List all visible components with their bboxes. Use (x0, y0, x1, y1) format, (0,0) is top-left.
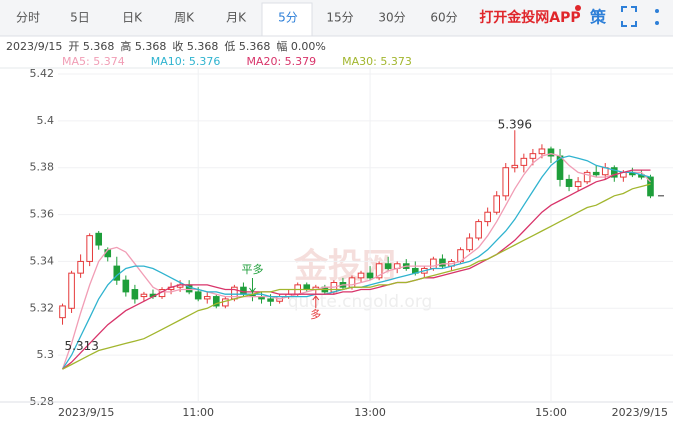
toolbar-bg (0, 0, 673, 36)
tab[interactable]: 5分 (278, 11, 298, 25)
candle-body (484, 211, 491, 223)
max-label: 5.396 (498, 118, 532, 132)
ma-line (61, 153, 651, 370)
tab[interactable]: 周K (174, 11, 195, 25)
candle-body (538, 148, 546, 155)
ma-line (62, 169, 651, 370)
y-tick-label: 5.32 (30, 301, 55, 314)
x-tick-label: 11:00 (182, 406, 214, 419)
candle-body (439, 258, 446, 267)
tab[interactable]: 30分 (378, 11, 405, 25)
info-item: 幅 0.00% (276, 40, 325, 53)
candle-body (68, 272, 75, 309)
y-tick-label: 5.38 (30, 161, 55, 174)
tab[interactable]: 15分 (326, 11, 353, 25)
candle-body (475, 221, 482, 239)
x-tick-label: 2023/9/15 (612, 406, 668, 419)
annotation-arrow (249, 278, 256, 293)
tab[interactable]: 分时 (16, 11, 40, 25)
tab[interactable]: 60分 (430, 11, 457, 25)
x-tick-label: 15:00 (535, 406, 567, 419)
min-label: 5.313 (65, 339, 99, 353)
y-tick-label: 5.3 (37, 348, 55, 361)
notify-dot (575, 5, 581, 11)
candle-body (529, 153, 537, 159)
info-item: 2023/9/15 (6, 40, 62, 53)
candle-body (86, 235, 93, 262)
candle-body (95, 232, 103, 246)
candle-body (384, 263, 392, 269)
candle-body (212, 296, 220, 307)
candle-body (493, 195, 501, 213)
info-item: 收 5.368 (172, 39, 218, 53)
candle-body (122, 279, 130, 293)
candle-body (610, 167, 618, 178)
candle-body (547, 148, 555, 157)
more-icon[interactable] (655, 9, 659, 25)
legend-entry: MA20: 5.379 (246, 55, 316, 68)
tab[interactable]: 5日 (70, 11, 90, 25)
candle-body (77, 260, 84, 274)
candle-body (430, 258, 437, 269)
candle-body (574, 181, 582, 187)
candle-body (131, 289, 139, 300)
fullscreen-icon[interactable] (621, 6, 637, 27)
candle-body (511, 164, 519, 169)
info-item: 开 5.368 (68, 40, 114, 53)
candle-body (303, 284, 311, 291)
annotation-arrow (312, 295, 320, 308)
ma-line (62, 183, 651, 370)
annotation: 平多 (241, 262, 263, 276)
candle-body (140, 293, 148, 298)
candle-body (366, 272, 374, 279)
candle-body (194, 291, 202, 300)
candle-body (59, 305, 66, 319)
y-tick-label: 5.34 (30, 254, 55, 267)
y-tick-label: 5.4 (37, 114, 55, 127)
info-item: 低 5.368 (224, 40, 270, 53)
strategy-icon[interactable]: 策 (589, 8, 607, 27)
candle-body (267, 298, 274, 302)
candle-body (592, 171, 600, 176)
legend-entry: MA5: 5.374 (62, 55, 125, 68)
y-tick-label: 5.36 (30, 208, 55, 221)
tab[interactable]: 月K (226, 11, 247, 25)
x-tick-label: 13:00 (354, 406, 386, 419)
app-link[interactable]: 打开金投网APP (479, 9, 580, 26)
info-item: 高 5.368 (120, 39, 166, 53)
candle-body (583, 171, 591, 183)
y-tick-label: 5.42 (30, 67, 55, 80)
candle-body (357, 272, 365, 279)
active-tab-bg (261, 2, 313, 37)
candle-body (502, 167, 510, 197)
candle-body (565, 178, 573, 187)
watermark: quote.cngold.org (288, 292, 433, 312)
candle-body (375, 263, 383, 279)
x-tick-label: 2023/9/15 (58, 406, 114, 419)
legend-entry: MA10: 5.376 (151, 55, 221, 68)
legend-entry: MA30: 5.373 (342, 55, 412, 68)
candle-body (520, 157, 528, 166)
annotation: 多 (310, 307, 321, 321)
candle-body (203, 296, 211, 300)
candle-body (348, 277, 356, 288)
tab[interactable]: 日K (122, 11, 143, 25)
candle-body (466, 237, 473, 251)
